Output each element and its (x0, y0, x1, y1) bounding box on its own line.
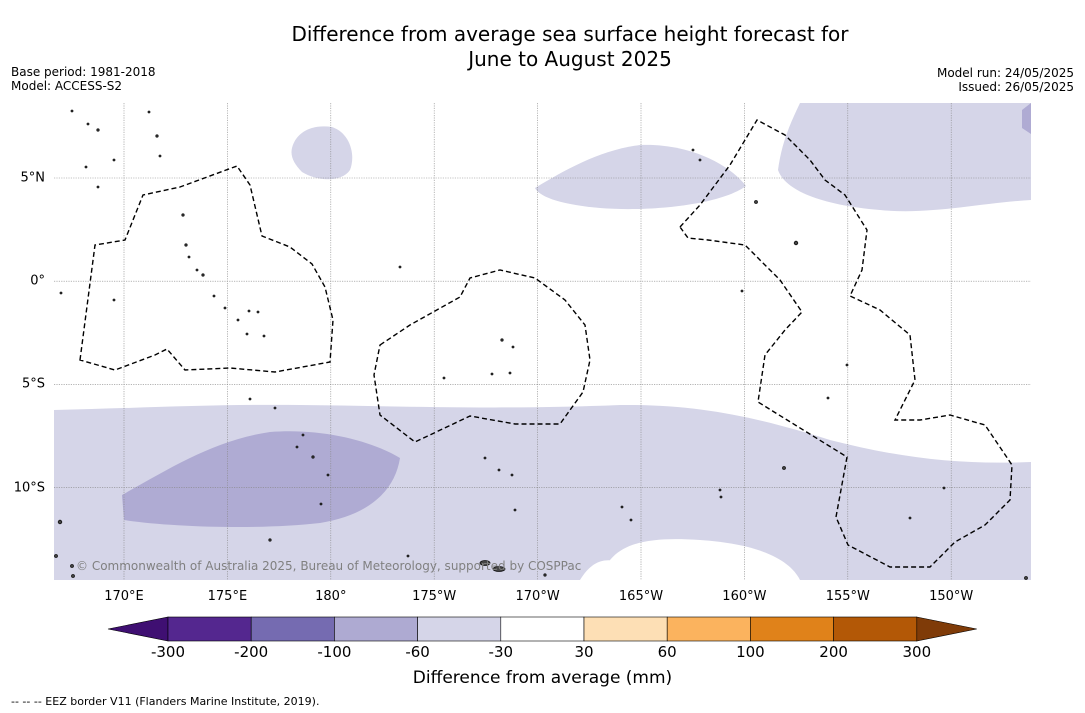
colorbar-box (167, 616, 252, 642)
colorbar-tick-label: -200 (234, 643, 269, 661)
map-area (54, 103, 1031, 580)
latitude-label: 0° (30, 273, 45, 289)
longitude-label: 170°W (515, 589, 560, 604)
colorbar-tick-label: -100 (317, 643, 352, 661)
colorbar-tick-label: -30 (488, 643, 514, 661)
colorbar-tick-label: -60 (405, 643, 430, 661)
title-line-1: Difference from average sea surface heig… (291, 22, 849, 46)
colorbar-box (583, 616, 668, 642)
map-title: Difference from average sea surface heig… (0, 22, 1085, 72)
colorbar-tick-label: -300 (150, 643, 186, 661)
model-name: Model: ACCESS-S2 (11, 79, 123, 93)
colorbar-box (500, 616, 585, 642)
anomaly-region-corner (1022, 103, 1031, 134)
colorbar-title: Difference from average (mm) (412, 668, 673, 688)
anomaly-region-north-central (535, 144, 746, 210)
colorbar-tick-label: 300 (902, 643, 932, 661)
anomaly-region-northeast (778, 103, 1031, 212)
colorbar-box (750, 616, 834, 642)
islands (54, 109, 1028, 580)
colorbar (107, 616, 977, 642)
longitude-label: 160°W (722, 589, 767, 604)
model-info: Base period: 1981-2018 Model: ACCESS-S2 (11, 65, 156, 93)
eez-border-tuvalu-kiribati-west (79, 165, 334, 373)
anomaly-region-north-small (291, 126, 353, 180)
latitude-label: 5°N (20, 170, 46, 186)
colorbar-box (334, 616, 418, 642)
colorbar-tick-label: 100 (736, 643, 765, 661)
longitude-label: 175°W (412, 589, 457, 604)
longitude-label: 165°W (618, 589, 664, 604)
graticule (54, 103, 1031, 580)
longitude-label: 180° (315, 589, 347, 604)
latitude-label: 5°S (21, 376, 45, 392)
longitude-label: 170°E (104, 589, 144, 604)
colorbar-box (250, 616, 335, 642)
colorbar-box (833, 616, 918, 642)
colorbar-box (417, 616, 502, 642)
anomaly-region-south-strong (122, 431, 400, 527)
eez-border-phoenix-islands (373, 269, 591, 443)
eez-border-line-islands (679, 119, 1013, 568)
colorbar-tick-label: 30 (574, 643, 594, 661)
colorbar-tick-label: 200 (819, 643, 848, 661)
latitude-label: 10°S (13, 480, 45, 496)
run-info: Model run: 24/05/2025 Issued: 26/05/2025 (937, 66, 1074, 94)
colorbar-tick-label: 60 (657, 643, 677, 661)
colorbar-box (666, 616, 751, 642)
colorbar-boxes (107, 616, 977, 642)
copyright-credit: © Commonwealth of Australia 2025, Bureau… (76, 559, 582, 573)
anomaly-region-south-band-gap (600, 539, 800, 580)
colorbar-extend-low (107, 616, 169, 642)
title-line-2: June to August 2025 (468, 47, 672, 71)
model-run: Model run: 24/05/2025 (936, 66, 1074, 80)
base-period: Base period: 1981-2018 (11, 65, 156, 79)
longitude-label: 155°W (825, 589, 870, 604)
longitude-label: 175°E (207, 589, 248, 604)
eez-footnote: -- -- -- EEZ border V11 (Flanders Marine… (11, 695, 320, 708)
issued-date: Issued: 26/05/2025 (958, 80, 1074, 94)
eez-borders (79, 119, 1013, 568)
longitude-label: 150°W (929, 589, 974, 604)
colorbar-extend-high (916, 616, 977, 642)
